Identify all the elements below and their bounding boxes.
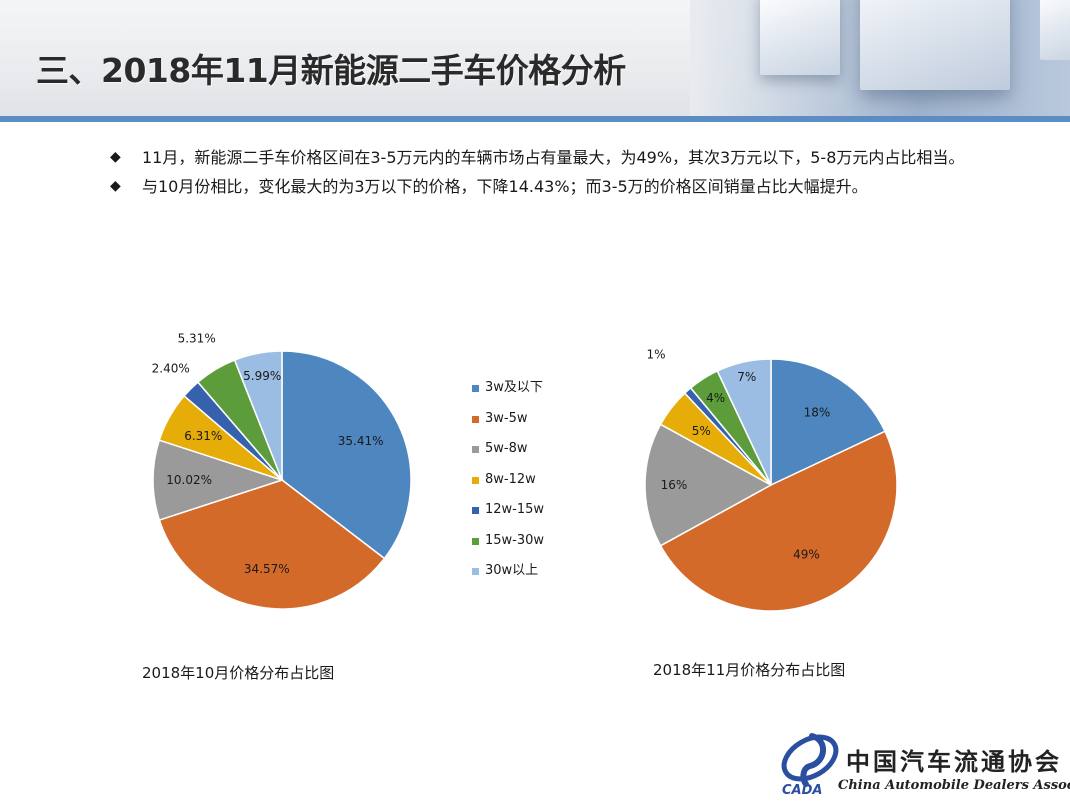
page-title: 三、2018年11月新能源二手车价格分析 <box>36 51 626 90</box>
diamond-bullet-icon: ◆ <box>110 149 121 165</box>
legend-label: 12w-15w <box>485 502 545 517</box>
title-underline <box>0 116 1070 122</box>
bullet-text: 与10月份相比，变化最大的为3万以下的价格，下降14.43%；而3-5万的价格区… <box>142 177 868 196</box>
legend-swatch <box>472 507 479 514</box>
data-label: 18% <box>804 406 831 420</box>
decorative-cube <box>860 0 1010 90</box>
legend-swatch <box>472 446 479 453</box>
data-label: 2.40% <box>152 362 190 376</box>
pie-slice <box>281 350 412 560</box>
data-label: 16% <box>661 478 688 492</box>
pie-slice <box>716 358 772 486</box>
pie-slice <box>152 439 285 522</box>
data-label: 10.02% <box>166 473 212 487</box>
pie-slice <box>233 350 283 481</box>
bullet-item: ◆ 11月，新能源二手车价格区间在3-5万元内的车辆市场占有量最大，为49%，其… <box>110 143 1010 172</box>
pie-slice <box>158 479 386 610</box>
logo-english-name: China Automobile Dealers Association <box>838 778 1070 793</box>
data-label: 6.31% <box>184 429 222 443</box>
data-label: 35.41% <box>338 434 384 448</box>
data-label: 1% <box>646 348 665 362</box>
chart-caption-october: 2018年10月价格分布占比图 <box>142 664 335 682</box>
pie-chart-november: 18% 49% 16% 5% 1% 4% 7% <box>644 348 898 612</box>
cada-emblem-icon: CADA <box>781 733 839 798</box>
pie-slice <box>644 423 773 547</box>
data-label: 34.57% <box>244 562 290 576</box>
decorative-cube <box>760 0 840 75</box>
logo-mark-text: CADA <box>782 783 822 798</box>
data-label: 5.31% <box>178 332 216 346</box>
bullet-text: 11月，新能源二手车价格区间在3-5万元内的车辆市场占有量最大，为49%，其次3… <box>142 148 965 167</box>
legend-swatch <box>472 476 479 484</box>
legend-swatch <box>472 415 479 423</box>
data-label: 4% <box>706 391 725 405</box>
data-label: 5.99% <box>243 369 281 383</box>
bullet-list: ◆ 11月，新能源二手车价格区间在3-5万元内的车辆市场占有量最大，为49%，其… <box>110 143 1010 201</box>
decorative-cube <box>1040 0 1070 60</box>
legend-swatch <box>472 568 479 575</box>
pie-slice <box>770 358 887 487</box>
pie-chart-october: 35.41% 34.57% 10.02% 6.31% 2.40% 5.31% 5.99% <box>152 332 412 610</box>
legend-label: 5w-8w <box>485 441 528 456</box>
legend-label: 3w及以下 <box>485 380 543 395</box>
diamond-bullet-icon: ◆ <box>110 178 121 194</box>
legend-label: 3w-5w <box>485 410 528 426</box>
bullet-item: ◆ 与10月份相比，变化最大的为3万以下的价格，下降14.43%；而3-5万的价… <box>110 172 1010 201</box>
legend-label: 8w-12w <box>485 471 536 487</box>
data-label: 49% <box>793 548 820 562</box>
legend-label: 15w-30w <box>485 532 545 548</box>
data-label: 7% <box>737 370 756 384</box>
cada-logo: CADA 中国汽车流通协会 China Automobile Dealers A… <box>776 728 1070 798</box>
data-label: 5% <box>692 424 711 438</box>
logo-chinese-name: 中国汽车流通协会 <box>846 747 1062 776</box>
legend-label: 30w以上 <box>485 563 539 578</box>
header-banner <box>0 0 1070 120</box>
chart-caption-november: 2018年11月价格分布占比图 <box>653 661 846 679</box>
pie-slice <box>659 430 898 612</box>
legend-swatch <box>472 537 479 545</box>
legend-swatch <box>472 385 479 392</box>
